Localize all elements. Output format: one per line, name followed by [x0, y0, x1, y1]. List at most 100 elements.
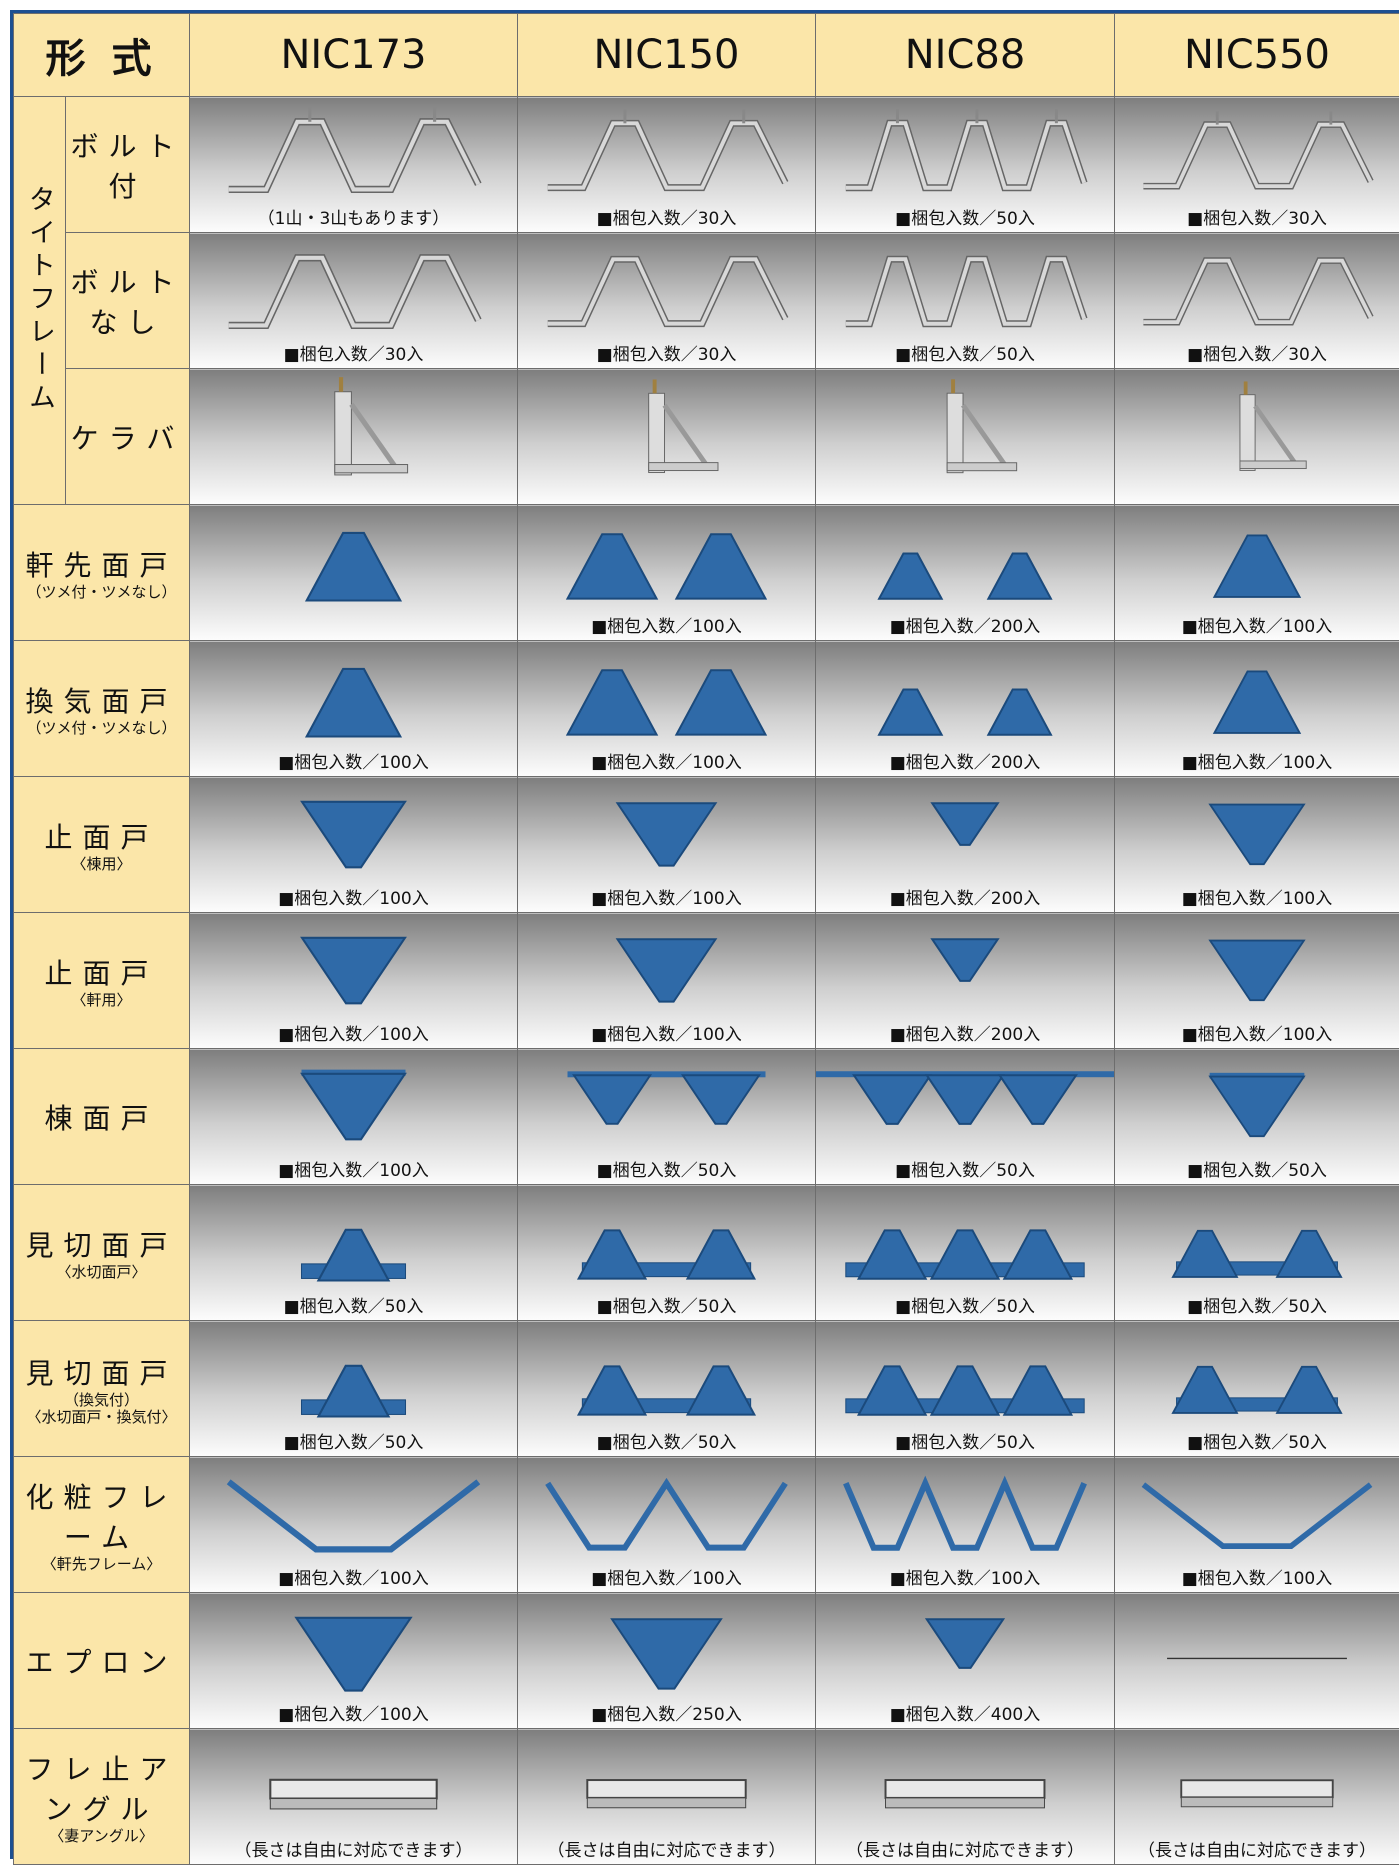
- row-title: ボルト付: [66, 125, 189, 205]
- product-cell: ■梱包入数／100入: [1115, 641, 1399, 777]
- row-label: 止面戸〈棟用〉: [14, 777, 190, 913]
- header-column: NIC173: [190, 14, 518, 97]
- row-title: ボルトなし: [66, 261, 189, 341]
- product-cell: ■梱包入数／50入: [518, 1049, 816, 1185]
- caption: ■梱包入数／50入: [518, 1292, 815, 1317]
- caption: ■梱包入数／100入: [816, 1564, 1114, 1589]
- row-label: 換気面戸（ツメ付・ツメなし）: [14, 641, 190, 777]
- product-cell: （1山・3山もあります）: [190, 97, 518, 233]
- row-label: ケラバ: [66, 369, 190, 505]
- product-cell: ■梱包入数／400入: [816, 1593, 1115, 1729]
- caption: ■梱包入数／100入: [1115, 1020, 1399, 1045]
- product-cell: ■梱包入数／100入: [190, 913, 518, 1049]
- product-image: [190, 781, 517, 885]
- row-label: 軒先面戸（ツメ付・ツメなし）: [14, 505, 190, 641]
- caption: ■梱包入数／100入: [190, 1700, 517, 1725]
- product-cell: [1115, 1593, 1399, 1729]
- product-cell: ■梱包入数／100入: [1115, 777, 1399, 913]
- product-row: 換気面戸（ツメ付・ツメなし）■梱包入数／100入■梱包入数／100入■梱包入数／…: [14, 641, 1399, 777]
- product-cell: ■梱包入数／50入: [816, 233, 1115, 369]
- caption: ■梱包入数／400入: [816, 1700, 1114, 1725]
- caption: ■梱包入数／30入: [518, 340, 815, 365]
- product-image: [816, 1597, 1114, 1701]
- row-subtitle: （換気付）: [14, 1392, 189, 1409]
- product-cell: ■梱包入数／100入: [190, 641, 518, 777]
- caption: ■梱包入数／200入: [816, 748, 1114, 773]
- product-image: [190, 1053, 517, 1157]
- caption: ■梱包入数／30入: [1115, 340, 1399, 365]
- caption: ■梱包入数／200入: [816, 612, 1114, 637]
- caption: ■梱包入数／200入: [816, 884, 1114, 909]
- caption: ■梱包入数／100入: [518, 1020, 815, 1045]
- product-image: [816, 1733, 1114, 1837]
- row-subtitle: （ツメ付・ツメなし）: [14, 720, 189, 737]
- product-image: [816, 509, 1114, 613]
- row-subtitle: （ツメ付・ツメなし）: [14, 584, 189, 601]
- product-cell: （長さは自由に対応できます）: [1115, 1729, 1399, 1865]
- product-cell: ■梱包入数／100入: [1115, 505, 1399, 641]
- row-subtitle: 〈棟用〉: [14, 856, 189, 873]
- product-image: [190, 1189, 517, 1293]
- caption: ■梱包入数／30入: [190, 340, 517, 365]
- caption: ■梱包入数／50入: [816, 1156, 1114, 1181]
- row-title: 換気面戸: [14, 680, 189, 720]
- group-label: タイトフレーム: [14, 97, 66, 505]
- caption: ■梱包入数／100入: [518, 612, 815, 637]
- product-image: [1115, 373, 1399, 477]
- product-cell: （長さは自由に対応できます）: [190, 1729, 518, 1865]
- product-image: [816, 1189, 1114, 1293]
- product-image: [190, 373, 517, 477]
- caption: ■梱包入数／50入: [190, 1292, 517, 1317]
- product-image: [190, 645, 517, 749]
- caption: ■梱包入数／30入: [518, 204, 815, 229]
- row-subtitle: 〈軒先フレーム〉: [14, 1556, 189, 1573]
- product-cell: ■梱包入数／30入: [518, 97, 816, 233]
- product-cell: ■梱包入数／50入: [816, 1049, 1115, 1185]
- product-cell: ■梱包入数／100入: [816, 1457, 1115, 1593]
- header-column: NIC88: [816, 14, 1115, 97]
- product-cell: ■梱包入数／50入: [1115, 1049, 1399, 1185]
- group-text: タイトフレーム: [20, 185, 59, 416]
- product-cell: ■梱包入数／100入: [518, 505, 816, 641]
- product-row: ケラバ: [14, 369, 1399, 505]
- product-image: [518, 373, 815, 477]
- row-title: フレ止アングル: [14, 1748, 189, 1828]
- product-image: [190, 101, 517, 205]
- product-cell: ■梱包入数／30入: [190, 233, 518, 369]
- row-label: ボルトなし: [66, 233, 190, 369]
- product-image: [816, 1461, 1114, 1565]
- row-title: ケラバ: [66, 417, 189, 457]
- caption: ■梱包入数／50入: [1115, 1428, 1399, 1453]
- row-title: エプロン: [14, 1641, 189, 1681]
- product-image: [190, 1597, 517, 1701]
- product-image: [518, 1597, 815, 1701]
- row-label: 止面戸〈軒用〉: [14, 913, 190, 1049]
- product-image: [1115, 1189, 1399, 1293]
- product-cell: [1115, 369, 1399, 505]
- product-image: [518, 509, 815, 613]
- product-cell: ■梱包入数／100入: [518, 777, 816, 913]
- product-image: [1115, 1461, 1399, 1565]
- row-title: 止面戸: [14, 816, 189, 856]
- product-row: フレ止アングル〈妻アングル〉（長さは自由に対応できます）（長さは自由に対応できま…: [14, 1729, 1399, 1865]
- product-row: 止面戸〈軒用〉■梱包入数／100入■梱包入数／100入■梱包入数／200入■梱包…: [14, 913, 1399, 1049]
- product-image: [1115, 1597, 1399, 1701]
- product-cell: ■梱包入数／50入: [1115, 1185, 1399, 1321]
- product-cell: ■梱包入数／50入: [518, 1321, 816, 1457]
- product-image: [816, 645, 1114, 749]
- product-image: [1115, 1325, 1399, 1429]
- row-title: 棟面戸: [14, 1097, 189, 1137]
- caption: ■梱包入数／100入: [190, 1020, 517, 1045]
- product-cell: ■梱包入数／50入: [190, 1321, 518, 1457]
- product-image: [518, 917, 815, 1021]
- caption: ■梱包入数／100入: [190, 884, 517, 909]
- product-image: [518, 781, 815, 885]
- row-subtitle: 〈水切面戸〉: [14, 1264, 189, 1281]
- product-cell: ■梱包入数／100入: [190, 777, 518, 913]
- product-image: [1115, 781, 1399, 885]
- product-image: [518, 1325, 815, 1429]
- product-image: [816, 917, 1114, 1021]
- product-image: [190, 1733, 517, 1837]
